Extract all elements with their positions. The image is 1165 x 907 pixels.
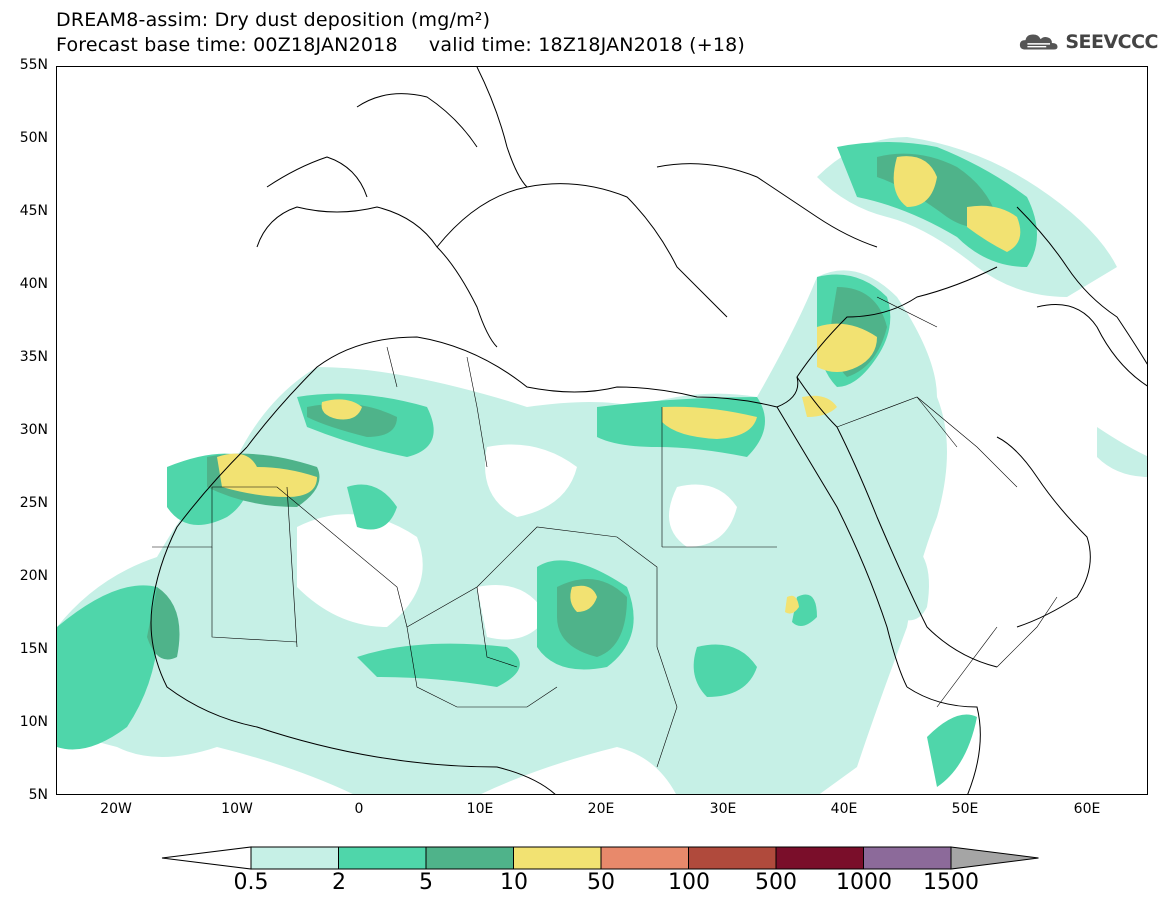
lat-label: 10N [19,714,48,730]
colorbar-swatch [688,846,777,870]
lat-label: 35N [19,349,48,365]
lat-label: 55N [19,57,48,73]
colorbar-upper-extension [950,846,1039,870]
colorbar-label: 5 [419,870,433,895]
colorbar-label: 1000 [836,870,892,895]
colorbar [161,846,1039,870]
lon-label: 0 [354,801,364,817]
colorbar-label: 2 [332,870,346,895]
lon-label: 50E [951,801,979,817]
lat-label: 20N [19,568,48,584]
colorbar-swatch [513,846,602,870]
lon-label: 30E [709,801,737,817]
cloud-icon [1019,34,1058,50]
colorbar-label: 10 [500,870,528,895]
lat-label: 25N [19,495,48,511]
colorbar-swatch [600,846,689,870]
lat-label: 50N [19,130,48,146]
dust-deposition-map [56,66,1148,795]
colorbar-label: 500 [755,870,797,895]
logo-text: SEEVCCC [1065,31,1158,53]
forecast-time-subtitle: Forecast base time: 00Z18JAN2018 valid t… [56,34,746,56]
colorbar-swatch [425,846,514,870]
lon-label: 10E [466,801,494,817]
lat-label: 5N [28,787,48,803]
lon-label: 20W [100,801,132,817]
colorbar-swatch [338,846,427,870]
lon-label: 60E [1073,801,1101,817]
colorbar-label: 100 [668,870,710,895]
colorbar-swatch [863,846,952,870]
lat-label: 45N [19,203,48,219]
lat-label: 40N [19,276,48,292]
lat-label: 15N [19,641,48,657]
seevccc-logo: SEEVCCC [1018,28,1158,56]
lat-label: 30N [19,422,48,438]
colorbar-label: 50 [587,870,615,895]
colorbar-lower-extension [161,846,252,870]
colorbar-label: 1500 [923,870,979,895]
colorbar-swatch [250,846,339,870]
colorbar-swatch [775,846,864,870]
colorbar-label: 0.5 [233,870,269,895]
lon-label: 40E [830,801,858,817]
lon-label: 10W [221,801,253,817]
lon-label: 20E [587,801,615,817]
map-canvas [57,67,1147,794]
map-title: DREAM8-assim: Dry dust deposition (mg/m²… [56,9,491,31]
